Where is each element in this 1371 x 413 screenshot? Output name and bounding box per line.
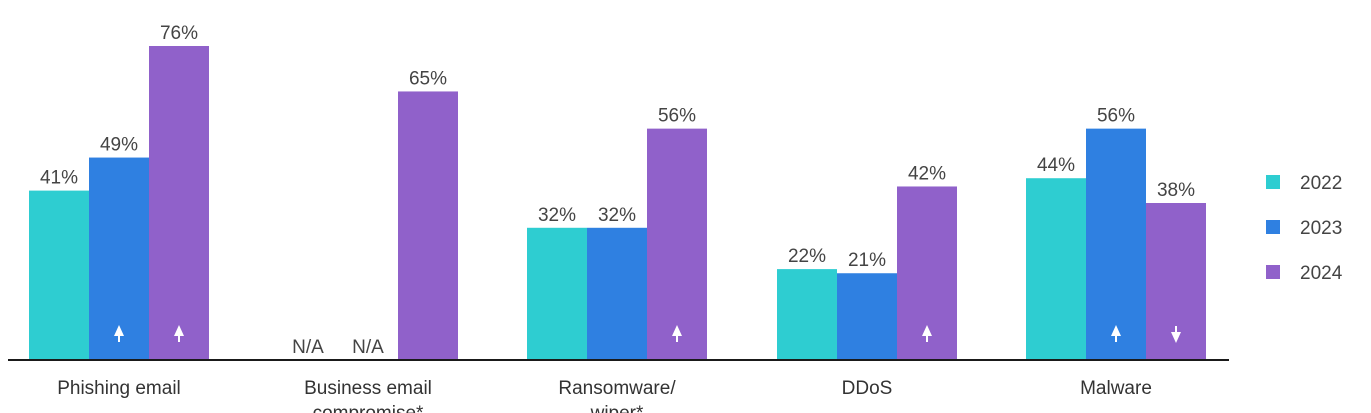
legend-item-2024: 2024: [1266, 263, 1343, 284]
arrow-down-icon: [1171, 326, 1181, 343]
category-labels-layer: Phishing email Business email compromise* R…: [57, 378, 1152, 413]
legend-swatch-2024: [1266, 265, 1280, 279]
bar-2024-1: [398, 91, 458, 361]
value-label-2023-1: N/A: [352, 337, 384, 358]
legend: 2022 2023 2024: [1266, 173, 1343, 284]
bar-2023-2: [587, 227, 647, 360]
arrow-up-icon: [672, 325, 682, 342]
value-label-2022-1: N/A: [292, 337, 324, 358]
value-labels-layer: 41% 49% 76% N/A N/A 65% 32% 32% 56% 22% 21% 42% 44% 5…: [40, 23, 1195, 358]
value-label-2023-4: 56%: [1097, 106, 1135, 127]
value-label-2023-0: 49%: [100, 135, 138, 156]
arrow-up-icon: [174, 325, 184, 342]
value-label-2022-3: 22%: [788, 246, 826, 267]
bar-2023-4: [1086, 128, 1146, 360]
legend-item-2023: 2023: [1266, 218, 1342, 239]
value-label-2024-3: 42%: [908, 163, 946, 184]
value-label-2022-4: 44%: [1037, 155, 1075, 176]
category-label-0-0: Phishing email: [57, 378, 181, 399]
bars-layer: [29, 46, 1206, 361]
arrow-up-icon: [1111, 325, 1121, 342]
legend-label-2023: 2023: [1300, 218, 1342, 239]
value-label-2024-0: 76%: [160, 23, 198, 44]
bar-2022-3: [777, 269, 837, 360]
value-label-2023-3: 21%: [848, 250, 886, 271]
legend-label-2022: 2022: [1300, 173, 1342, 194]
bar-2024-0: [149, 46, 209, 360]
category-label-2-0: Ransomware/: [558, 378, 676, 399]
legend-swatch-2022: [1266, 175, 1280, 189]
category-label-1-0: Business email: [304, 378, 432, 399]
category-label-2-1: wiper*: [590, 403, 644, 413]
bar-2022-4: [1026, 178, 1086, 360]
category-label-1-1: compromise*: [313, 403, 424, 413]
bar-2022-0: [29, 190, 89, 360]
value-label-2022-2: 32%: [538, 205, 576, 226]
bar-2022-2: [527, 227, 587, 360]
value-label-2024-4: 38%: [1157, 180, 1195, 201]
arrow-up-icon: [922, 325, 932, 342]
value-label-2023-2: 32%: [598, 205, 636, 226]
legend-item-2022: 2022: [1266, 173, 1342, 194]
bar-2024-2: [647, 128, 707, 360]
arrow-up-icon: [114, 325, 124, 342]
trend-arrows-layer: [114, 325, 1181, 343]
value-label-2024-1: 65%: [409, 68, 447, 89]
category-label-3-0: DDoS: [842, 378, 893, 399]
legend-swatch-2023: [1266, 220, 1280, 234]
category-label-4-0: Malware: [1080, 378, 1152, 399]
value-label-2024-2: 56%: [658, 106, 696, 127]
legend-label-2024: 2024: [1300, 263, 1343, 284]
bar-2023-3: [837, 273, 897, 360]
value-label-2022-0: 41%: [40, 168, 78, 189]
